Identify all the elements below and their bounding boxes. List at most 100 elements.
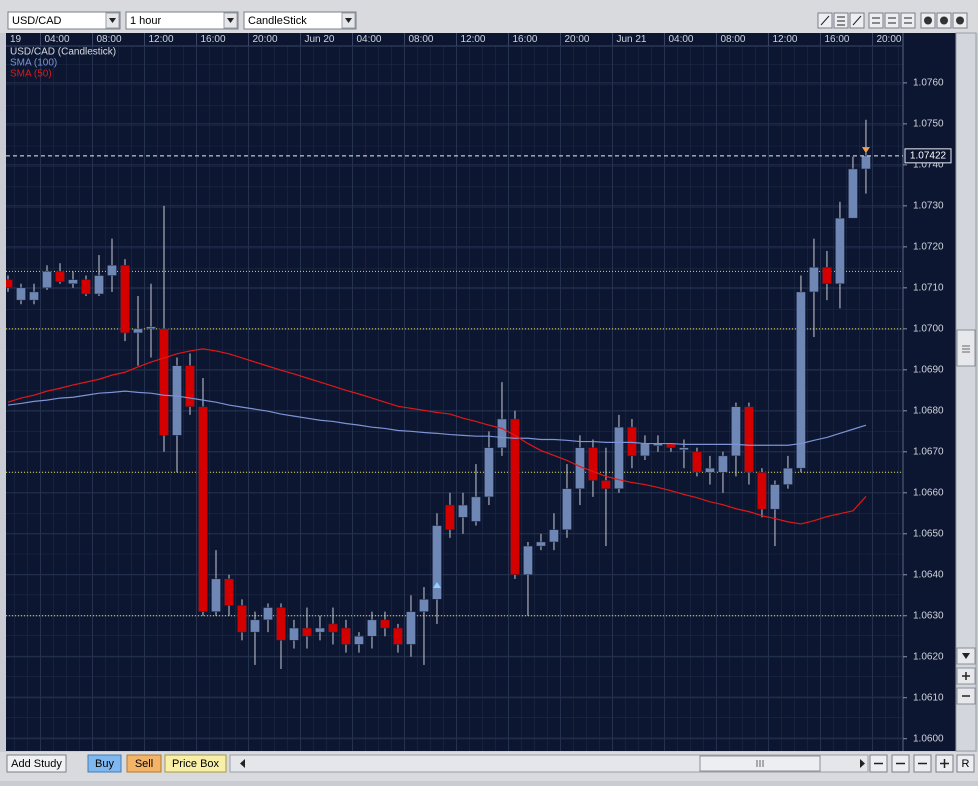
- candle-body: [172, 365, 182, 436]
- candle-body: [276, 607, 286, 641]
- buy-button[interactable]: Buy: [87, 754, 122, 773]
- x-tick-label: 08:00: [720, 34, 745, 45]
- x-tick-label: 08:00: [96, 34, 121, 45]
- last-price-label: 1.07422: [910, 150, 947, 161]
- vertical-scrollbar[interactable]: [955, 32, 977, 752]
- candle-body: [263, 607, 273, 621]
- last-price-box: [904, 148, 952, 164]
- candle-body: [406, 611, 416, 645]
- candle-body: [705, 467, 715, 473]
- candle-body: [29, 291, 39, 301]
- candle-body: [510, 418, 520, 575]
- add-study-label: Add Study: [11, 758, 62, 770]
- candle-body: [6, 279, 13, 289]
- candle-body: [315, 627, 325, 633]
- symbol-text: USD/CAD: [12, 15, 62, 27]
- candle-body: [120, 265, 130, 334]
- x-tick-label: 08:00: [408, 34, 433, 45]
- candle-body: [770, 484, 780, 510]
- fine-grid: [6, 46, 903, 751]
- candle-body: [523, 545, 533, 576]
- candle-body: [783, 467, 793, 485]
- legend-sma50: SMA (50): [10, 69, 52, 80]
- sell-button[interactable]: Sell: [126, 754, 162, 773]
- candle-body: [328, 623, 338, 633]
- candle-body: [640, 443, 650, 457]
- reset-label: R: [962, 758, 970, 770]
- y-tick-label: 1.0720: [913, 241, 944, 252]
- candle-body: [562, 488, 572, 530]
- chart-type-dropdown[interactable]: CandleStick: [243, 11, 357, 30]
- trade-marker: [861, 147, 870, 154]
- x-tick-label: 16:00: [200, 34, 225, 45]
- x-tick-label: 04:00: [668, 34, 693, 45]
- sma-line: [7, 348, 867, 525]
- sell-label: Sell: [135, 758, 153, 770]
- symbol-dropdown[interactable]: USD/CAD: [7, 11, 121, 30]
- candle-body: [159, 328, 169, 436]
- candle-body: [549, 529, 559, 543]
- x-tick-label: Jun 21: [616, 34, 646, 45]
- x-tick-label: 20:00: [564, 34, 589, 45]
- plot-area: [6, 46, 903, 751]
- reset-button[interactable]: R: [956, 754, 975, 773]
- x-tick-label: 12:00: [148, 34, 173, 45]
- candle-body: [81, 279, 91, 295]
- y-tick-label: 1.0650: [913, 528, 944, 539]
- y-tick-label: 1.0690: [913, 364, 944, 375]
- buy-label: Buy: [95, 758, 114, 770]
- candle-body: [679, 447, 689, 450]
- candle-body: [42, 271, 52, 289]
- candle-body: [731, 406, 741, 457]
- y-tick-label: 1.0660: [913, 487, 944, 498]
- candle-body: [432, 525, 442, 600]
- candle-body: [250, 619, 260, 633]
- candle-body: [822, 267, 832, 284]
- candle-body: [536, 541, 546, 547]
- y-tick-label: 1.0600: [913, 733, 944, 744]
- y-tick-label: 1.0620: [913, 651, 944, 662]
- y-tick-label: 1.0680: [913, 405, 944, 416]
- y-tick-label: 1.0750: [913, 119, 944, 130]
- candle-body: [848, 168, 858, 219]
- interval-dropdown[interactable]: 1 hour: [125, 11, 239, 30]
- candle-body: [757, 472, 767, 510]
- candle-body: [692, 451, 702, 473]
- candle-body: [718, 455, 728, 473]
- x-tick-label: 12:00: [772, 34, 797, 45]
- candle-body: [354, 635, 364, 645]
- candle-body: [94, 275, 104, 295]
- candle-body: [445, 504, 455, 530]
- candle-body: [107, 265, 117, 276]
- candle-body: [211, 578, 221, 612]
- candle-body: [341, 627, 351, 645]
- candle-body: [835, 217, 845, 284]
- legend-candles: USD/CAD (Candlestick): [10, 47, 116, 58]
- sma-line: [7, 390, 867, 446]
- add-study-button[interactable]: Add Study: [6, 754, 67, 773]
- candle-body: [796, 291, 806, 469]
- candle-body: [237, 605, 247, 633]
- y-tick-label: 1.0760: [913, 78, 944, 89]
- y-tick-label: 1.0740: [913, 160, 944, 171]
- candle-body: [68, 279, 78, 284]
- x-tick-label: 16:00: [824, 34, 849, 45]
- candle-body: [393, 627, 403, 645]
- axes: 1.0600 1.0610 1.0620 1.0630 1.0640 1.0650 1.06…: [10, 33, 952, 744]
- drawing-tools[interactable]: [817, 12, 968, 29]
- horizontal-scrollbar[interactable]: [229, 754, 869, 773]
- price-box-button[interactable]: Price Box: [164, 754, 227, 773]
- x-tick-label: 16:00: [512, 34, 537, 45]
- candle-body: [627, 426, 637, 457]
- candle-body: [744, 406, 754, 473]
- y-tick-label: 1.0670: [913, 446, 944, 457]
- x-tick-label: Jun 20: [304, 34, 334, 45]
- candle-body: [458, 504, 468, 518]
- candle-body: [497, 418, 507, 448]
- x-tick-label: 12:00: [460, 34, 485, 45]
- trade-marker: [432, 581, 441, 588]
- x-tick-label: 04:00: [356, 34, 381, 45]
- zoom-buttons[interactable]: [869, 754, 954, 773]
- y-tick-label: 1.0640: [913, 569, 944, 580]
